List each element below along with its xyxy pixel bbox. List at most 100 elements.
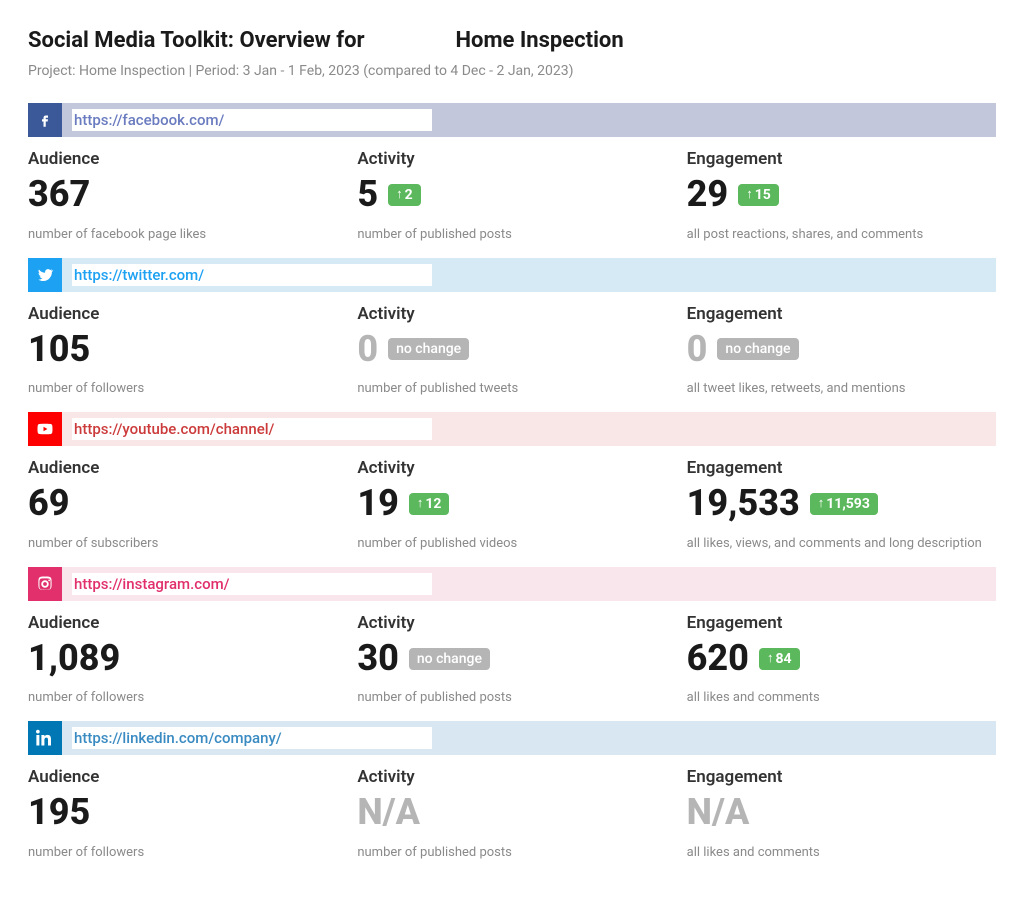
metric-value-row: N/A — [357, 793, 666, 833]
metric-activity: Activity 19 ↑12 number of published vide… — [357, 458, 666, 551]
metric-desc: number of facebook page likes — [28, 227, 337, 242]
metric-value: 29 — [687, 175, 729, 215]
title-suffix: Home Inspection — [456, 28, 624, 53]
up-badge: ↑15 — [738, 184, 779, 206]
metric-desc: number of published posts — [357, 227, 666, 242]
metric-activity: Activity N/A number of published posts — [357, 767, 666, 860]
metric-value: 367 — [28, 175, 90, 215]
metric-audience: Audience 69 number of subscribers — [28, 458, 337, 551]
metric-value: 105 — [28, 330, 90, 370]
metric-title: Activity — [357, 767, 666, 787]
platform-bar: https://linkedin.com/company/ — [28, 721, 996, 755]
twitter-icon — [28, 258, 62, 292]
arrow-up-icon: ↑ — [818, 497, 825, 510]
metric-desc: all likes and comments — [687, 845, 996, 860]
metric-audience: Audience 105 number of followers — [28, 304, 337, 397]
metric-value-row: 367 — [28, 175, 337, 215]
metric-value-row: 5 ↑2 — [357, 175, 666, 215]
no-change-badge: no change — [388, 338, 469, 360]
facebook-icon — [28, 103, 62, 137]
metric-title: Activity — [357, 304, 666, 324]
platform-url-link[interactable]: https://twitter.com/ — [72, 264, 432, 286]
platform-facebook: https://facebook.com/ Audience 367 numbe… — [28, 103, 996, 258]
metric-title: Audience — [28, 613, 337, 633]
linkedin-icon — [28, 721, 62, 755]
metric-desc: all post reactions, shares, and comments — [687, 227, 996, 242]
metric-title: Engagement — [687, 458, 996, 478]
metric-value-row: 69 — [28, 484, 337, 524]
metric-desc: number of published posts — [357, 690, 666, 705]
platform-url-link[interactable]: https://youtube.com/channel/ — [72, 418, 432, 440]
no-change-badge: no change — [717, 338, 798, 360]
platforms-container: https://facebook.com/ Audience 367 numbe… — [28, 103, 996, 876]
metric-desc: number of published videos — [357, 536, 666, 551]
subtitle: Project: Home Inspection | Period: 3 Jan… — [28, 63, 996, 79]
metric-value: 1,089 — [28, 639, 120, 679]
metric-value-row: 29 ↑15 — [687, 175, 996, 215]
metric-activity: Activity 5 ↑2 number of published posts — [357, 149, 666, 242]
metric-desc: number of followers — [28, 690, 337, 705]
metrics-row: Audience 367 number of facebook page lik… — [28, 137, 996, 258]
metric-value: 620 — [687, 639, 749, 679]
metric-title: Audience — [28, 767, 337, 787]
metric-desc: all likes, views, and comments and long … — [687, 536, 996, 551]
metric-value: 5 — [357, 175, 378, 215]
metric-title: Engagement — [687, 767, 996, 787]
metric-engagement: Engagement 19,533 ↑11,593 all likes, vie… — [687, 458, 996, 551]
metrics-row: Audience 69 number of subscribers Activi… — [28, 446, 996, 567]
metric-value-row: 0 no change — [357, 330, 666, 370]
metric-engagement: Engagement N/A all likes and comments — [687, 767, 996, 860]
metric-title: Activity — [357, 458, 666, 478]
metrics-row: Audience 1,089 number of followers Activ… — [28, 601, 996, 722]
metric-value-row: 19,533 ↑11,593 — [687, 484, 996, 524]
metric-title: Activity — [357, 149, 666, 169]
metric-desc: all likes and comments — [687, 690, 996, 705]
title-prefix: Social Media Toolkit: Overview for — [28, 28, 370, 53]
metric-value-row: 105 — [28, 330, 337, 370]
no-change-badge: no change — [409, 648, 490, 670]
metric-desc: number of followers — [28, 381, 337, 396]
platform-bar: https://facebook.com/ — [28, 103, 996, 137]
metric-title: Engagement — [687, 149, 996, 169]
metric-title: Engagement — [687, 304, 996, 324]
arrow-up-icon: ↑ — [396, 188, 403, 201]
metric-desc: number of followers — [28, 845, 337, 860]
page-title: Social Media Toolkit: Overview for Home … — [28, 28, 996, 53]
platform-linkedin: https://linkedin.com/company/ Audience 1… — [28, 721, 996, 876]
platform-url-link[interactable]: https://linkedin.com/company/ — [72, 727, 432, 749]
metric-title: Engagement — [687, 613, 996, 633]
up-badge: ↑84 — [759, 648, 800, 670]
metrics-row: Audience 105 number of followers Activit… — [28, 292, 996, 413]
metric-value: 0 — [687, 330, 708, 370]
metric-value: N/A — [357, 793, 420, 833]
metric-activity: Activity 30 no change number of publishe… — [357, 613, 666, 706]
up-badge: ↑11,593 — [810, 493, 878, 515]
metric-engagement: Engagement 29 ↑15 all post reactions, sh… — [687, 149, 996, 242]
metric-engagement: Engagement 0 no change all tweet likes, … — [687, 304, 996, 397]
metric-value-row: 0 no change — [687, 330, 996, 370]
metrics-row: Audience 195 number of followers Activit… — [28, 755, 996, 876]
platform-bar: https://twitter.com/ — [28, 258, 996, 292]
metric-desc: number of subscribers — [28, 536, 337, 551]
platform-youtube: https://youtube.com/channel/ Audience 69… — [28, 412, 996, 567]
arrow-up-icon: ↑ — [746, 188, 753, 201]
up-badge: ↑12 — [409, 493, 450, 515]
metric-value-row: 620 ↑84 — [687, 639, 996, 679]
metric-desc: number of published posts — [357, 845, 666, 860]
metric-value: 69 — [28, 484, 70, 524]
metric-value: 30 — [357, 639, 399, 679]
instagram-icon — [28, 567, 62, 601]
platform-bar: https://youtube.com/channel/ — [28, 412, 996, 446]
metric-value: 19,533 — [687, 484, 800, 524]
metric-value-row: 19 ↑12 — [357, 484, 666, 524]
metric-title: Audience — [28, 149, 337, 169]
platform-instagram: https://instagram.com/ Audience 1,089 nu… — [28, 567, 996, 722]
platform-url-link[interactable]: https://facebook.com/ — [72, 109, 432, 131]
arrow-up-icon: ↑ — [767, 652, 774, 665]
platform-url-link[interactable]: https://instagram.com/ — [72, 573, 432, 595]
up-badge: ↑2 — [388, 184, 421, 206]
metric-audience: Audience 195 number of followers — [28, 767, 337, 860]
platform-twitter: https://twitter.com/ Audience 105 number… — [28, 258, 996, 413]
metric-engagement: Engagement 620 ↑84 all likes and comment… — [687, 613, 996, 706]
metric-value-row: 195 — [28, 793, 337, 833]
